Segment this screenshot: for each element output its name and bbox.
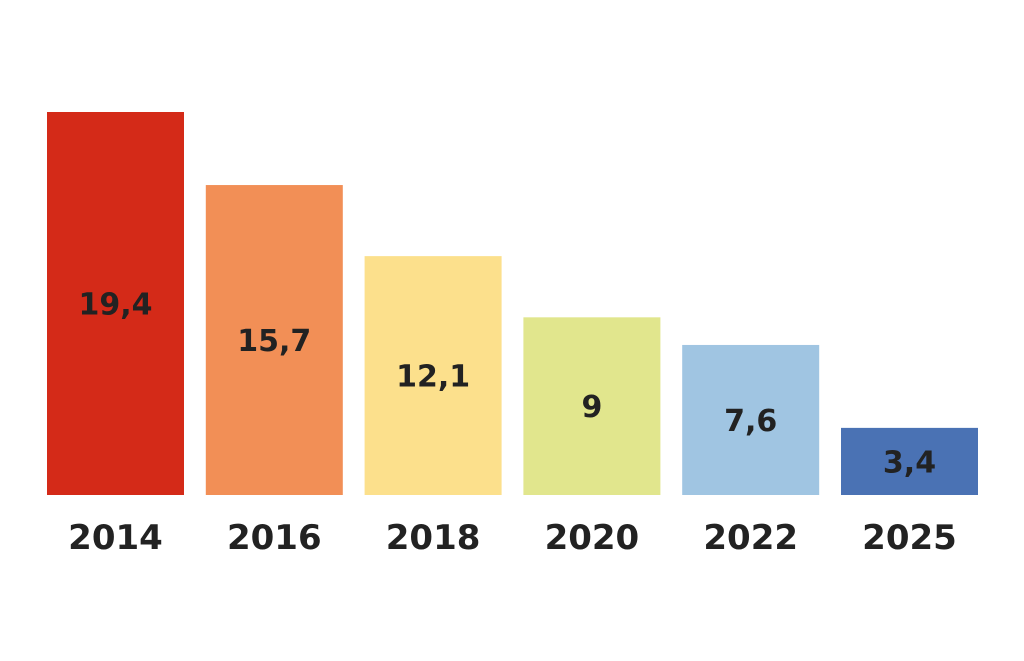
value-label-2022: 7,6 [724, 404, 777, 439]
category-label-2022: 2022 [703, 518, 798, 558]
value-label-2016: 15,7 [237, 324, 311, 359]
category-label-2016: 2016 [227, 518, 322, 558]
category-label-2020: 2020 [545, 518, 640, 558]
value-label-2014: 19,4 [78, 288, 152, 323]
bar-2016 [205, 185, 343, 495]
bar-2025 [841, 427, 978, 495]
bar-2022 [682, 344, 820, 495]
bars-group [47, 112, 978, 495]
bar-2018 [364, 256, 502, 495]
value-labels-group: 19,4 15,7 12,1 9 7,6 3,4 [78, 288, 936, 481]
bar-2020 [523, 317, 661, 495]
value-label-2018: 12,1 [396, 360, 470, 395]
category-label-2018: 2018 [386, 518, 481, 558]
category-label-2025: 2025 [862, 518, 957, 558]
category-label-2014: 2014 [68, 518, 163, 558]
bar-2014 [47, 112, 184, 495]
category-labels-group: 2014 2016 2018 2020 2022 2025 [68, 518, 957, 558]
value-label-2025: 3,4 [883, 445, 936, 480]
value-label-2020: 9 [581, 390, 602, 425]
